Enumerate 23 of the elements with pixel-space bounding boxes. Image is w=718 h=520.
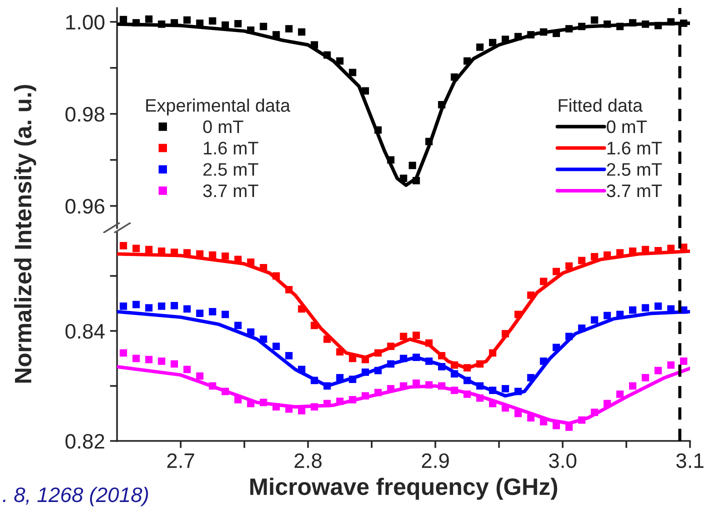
text: . 8, 1268 (2018)	[2, 486, 148, 506]
y-tick-label: 0.96	[66, 198, 104, 214]
legend-label: 0 mT	[203, 120, 244, 134]
x-tick-label: 3.1	[676, 453, 704, 468]
legend-label: 3.7 mT	[203, 184, 258, 198]
y-tick-label: 1.00	[66, 14, 104, 30]
legend-label: 0 mT	[606, 120, 647, 134]
annotation: Fitted data	[558, 98, 643, 112]
legend-label: 2.5 mT	[203, 163, 258, 176]
x-tick-label: 3.0	[548, 453, 576, 468]
y-tick-label: 0.84	[66, 324, 105, 339]
legend-label: 3.7 mT	[606, 184, 662, 198]
x-axis-title: Microwave frequency (GHz)	[250, 478, 558, 500]
legend-label: 1.6 mT	[204, 142, 258, 155]
legend-label: 2.5 mT	[607, 163, 662, 176]
annotation: Experimental data	[146, 98, 290, 116]
x-tick-label: 2.7	[167, 453, 194, 468]
y-tick-label: 0.82	[66, 434, 104, 449]
x-tick-label: 2.8	[294, 453, 322, 468]
y-tick-label: 0.98	[66, 106, 104, 122]
legend-label: 1.6 mT	[607, 142, 662, 155]
x-tick-label: 2.9	[422, 453, 449, 468]
y-axis-title: Normalized Intensity (a. u.)	[14, 84, 36, 383]
